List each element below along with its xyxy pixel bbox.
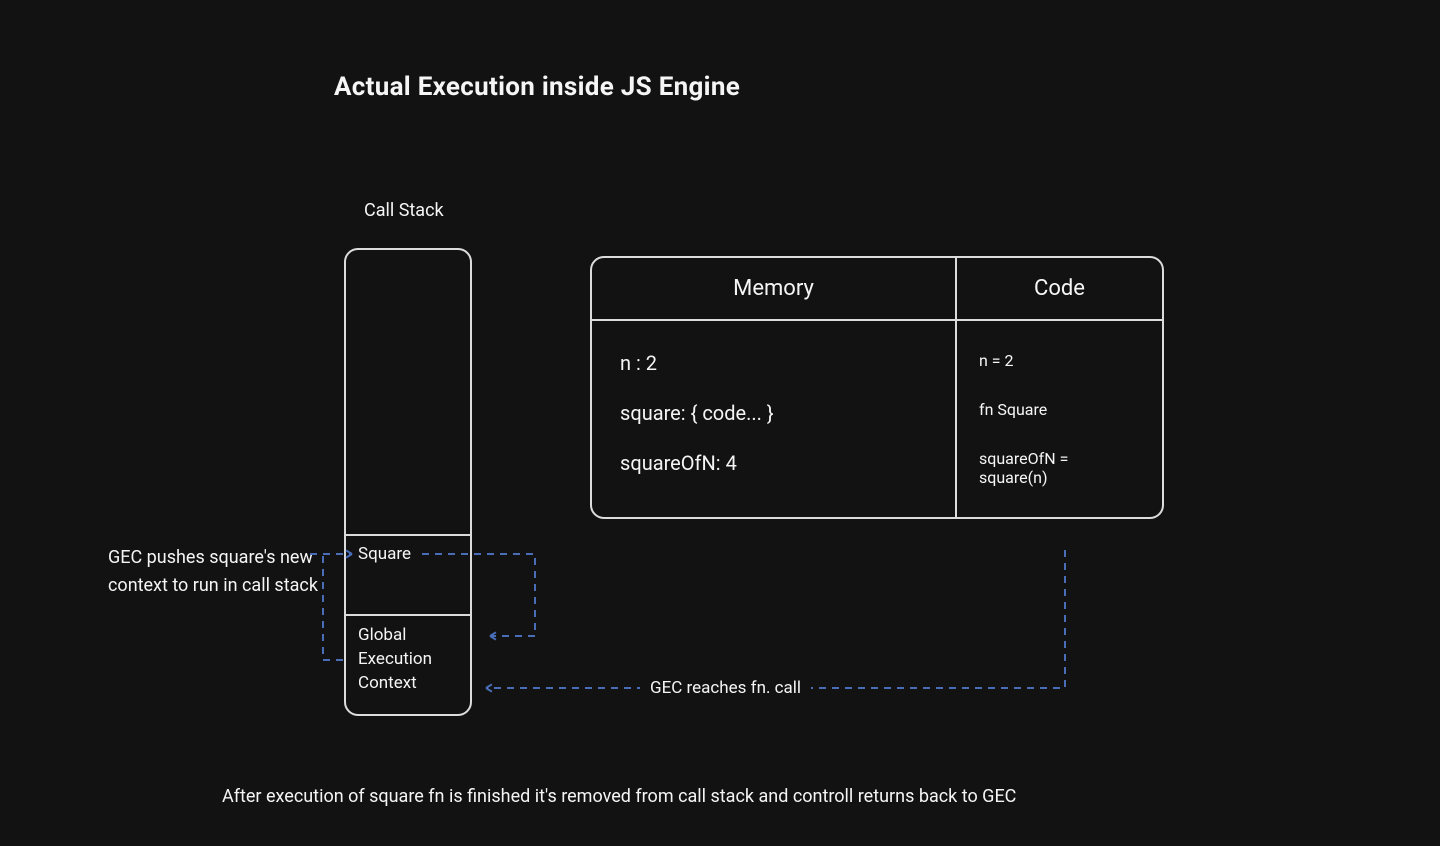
code-line: fn Square — [979, 400, 1140, 419]
footer-text: After execution of square fn is finished… — [222, 786, 1016, 807]
execution-context-table: Memory Code n : 2 square: { code... } sq… — [590, 256, 1164, 519]
code-column: n = 2 fn Square squareOfN = square(n) — [957, 321, 1162, 517]
code-line: n = 2 — [979, 351, 1140, 370]
memory-line: squareOfN: 4 — [620, 451, 927, 475]
call-stack-box: Square Global Execution Context — [344, 248, 472, 716]
memory-line: n : 2 — [620, 351, 927, 375]
arrow-code-to-gec — [486, 550, 1065, 688]
call-stack-empty — [346, 250, 470, 534]
context-body-row: n : 2 square: { code... } squareOfN: 4 n… — [592, 321, 1162, 517]
call-stack-label: Call Stack — [364, 200, 444, 221]
arrow-code-to-gec-head — [486, 683, 494, 693]
page-title: Actual Execution inside JS Engine — [334, 72, 740, 102]
memory-column: n : 2 square: { code... } squareOfN: 4 — [592, 321, 957, 517]
call-stack-frame-gec: Global Execution Context — [346, 614, 470, 714]
arrow-loop-head — [490, 631, 498, 641]
code-line: squareOfN = square(n) — [979, 449, 1140, 487]
header-memory: Memory — [592, 258, 957, 319]
memory-line: square: { code... } — [620, 401, 927, 425]
call-stack-frame-square: Square — [346, 534, 470, 614]
side-note-text: GEC pushes square's new context to run i… — [108, 544, 328, 600]
header-code: Code — [957, 258, 1162, 319]
arrow-label-reaches: GEC reaches fn. call — [640, 678, 811, 698]
context-header-row: Memory Code — [592, 258, 1162, 321]
